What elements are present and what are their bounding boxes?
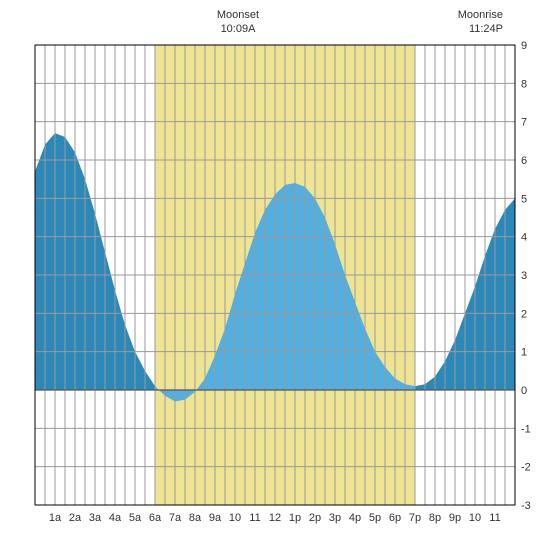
- x-tick-label: 8p: [429, 512, 441, 524]
- y-tick-label: 8: [521, 78, 527, 90]
- x-tick-label: 4p: [349, 512, 361, 524]
- x-tick-label: 9a: [209, 512, 222, 524]
- moonrise-time: 11:24P: [469, 23, 503, 35]
- y-tick-label: 6: [521, 155, 527, 167]
- x-tick-label: 3p: [329, 512, 341, 524]
- y-tick-label: -2: [521, 462, 531, 474]
- y-tick-label: 1: [521, 347, 527, 359]
- x-tick-label: 5p: [369, 512, 381, 524]
- x-tick-label: 10: [469, 512, 481, 524]
- x-tick-label: 1a: [49, 512, 62, 524]
- x-tick-label: 10: [229, 512, 241, 524]
- x-tick-label: 7a: [169, 512, 182, 524]
- x-tick-label: 12: [269, 512, 281, 524]
- moonset-label: Moonset: [217, 9, 259, 21]
- x-tick-label: 5a: [129, 512, 142, 524]
- y-tick-label: -1: [521, 423, 531, 435]
- tide-chart: -3-2-101234567891a2a3a4a5a6a7a8a9a101112…: [0, 0, 550, 550]
- y-tick-label: 3: [521, 270, 527, 282]
- y-tick-label: 2: [521, 308, 527, 320]
- moonset-time: 10:09A: [221, 23, 257, 35]
- x-tick-label: 9p: [449, 512, 461, 524]
- y-tick-label: -3: [521, 500, 531, 512]
- x-tick-label: 11: [489, 512, 500, 524]
- x-tick-label: 6p: [389, 512, 401, 524]
- x-tick-label: 2a: [69, 512, 82, 524]
- x-tick-label: 1p: [289, 512, 301, 524]
- moonrise-label: Moonrise: [458, 9, 503, 21]
- y-tick-label: 0: [521, 385, 527, 397]
- y-tick-label: 7: [521, 117, 527, 129]
- y-tick-label: 5: [521, 193, 527, 205]
- y-tick-label: 9: [521, 40, 527, 52]
- x-tick-label: 11: [249, 512, 260, 524]
- x-tick-label: 8a: [189, 512, 202, 524]
- y-tick-label: 4: [521, 232, 527, 244]
- x-tick-label: 4a: [109, 512, 122, 524]
- x-tick-label: 2p: [309, 512, 321, 524]
- x-tick-label: 3a: [89, 512, 102, 524]
- x-tick-label: 6a: [149, 512, 162, 524]
- x-tick-label: 7p: [409, 512, 421, 524]
- chart-svg: -3-2-101234567891a2a3a4a5a6a7a8a9a101112…: [0, 0, 550, 550]
